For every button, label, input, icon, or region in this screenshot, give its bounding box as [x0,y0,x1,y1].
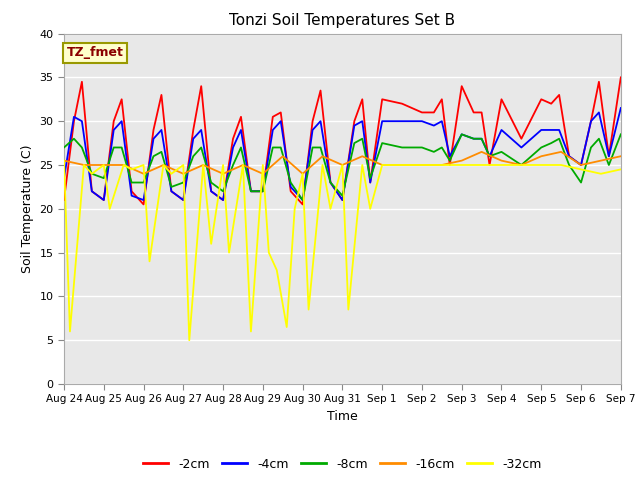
X-axis label: Time: Time [327,410,358,423]
Title: Tonzi Soil Temperatures Set B: Tonzi Soil Temperatures Set B [229,13,456,28]
Y-axis label: Soil Temperature (C): Soil Temperature (C) [21,144,34,273]
Legend: -2cm, -4cm, -8cm, -16cm, -32cm: -2cm, -4cm, -8cm, -16cm, -32cm [138,453,547,476]
Text: TZ_fmet: TZ_fmet [67,47,124,60]
